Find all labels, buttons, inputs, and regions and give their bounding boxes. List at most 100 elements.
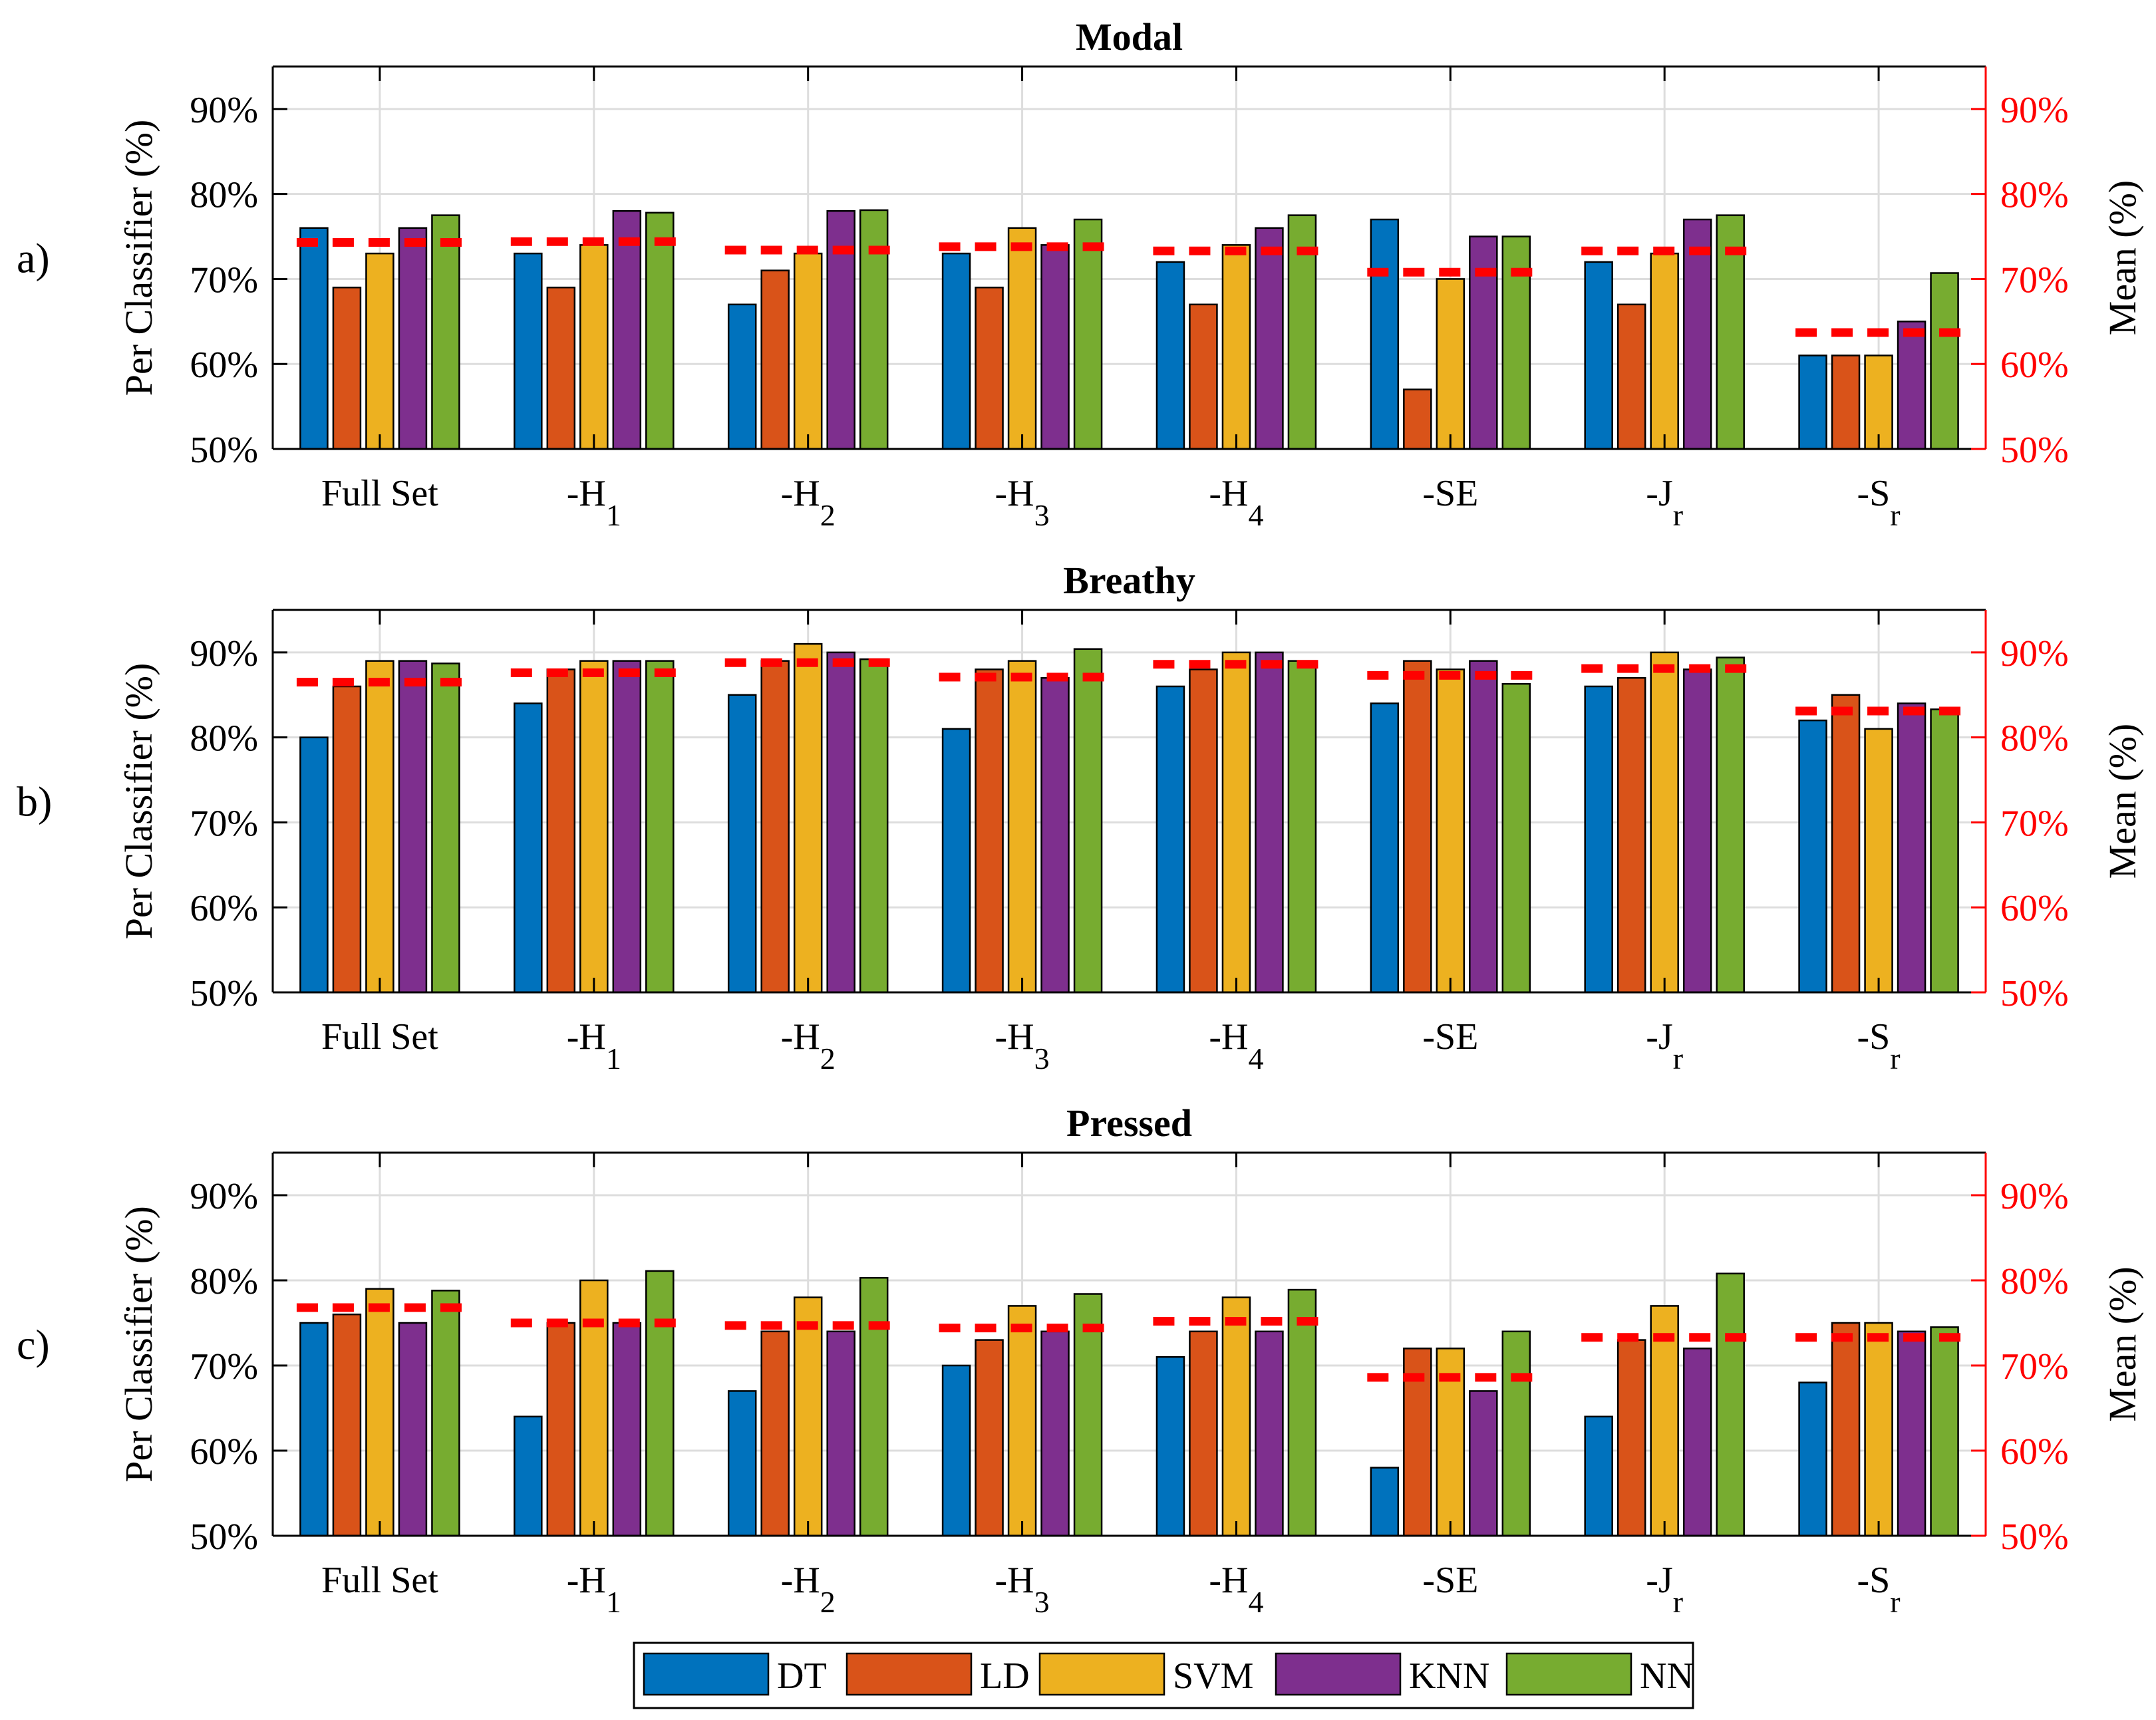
bar-svm-7 — [1650, 651, 1679, 994]
x-tick-label: -H1 — [567, 1560, 621, 1619]
x-tick-label-sub: 1 — [606, 1042, 621, 1075]
y-tick-label-right: 80% — [2000, 1261, 2069, 1302]
bar-nn-3 — [859, 1276, 889, 1537]
y-tick-label-left: 60% — [190, 888, 258, 929]
x-tick-label-base: -H — [995, 1016, 1034, 1058]
bar-ld-2 — [546, 286, 576, 450]
y-tick-label-left: 70% — [190, 803, 258, 844]
bar-knn-5 — [1255, 651, 1284, 994]
bar-ld-1 — [332, 1313, 362, 1537]
bar-knn-4 — [1040, 1330, 1070, 1537]
bar-knn-5 — [1255, 227, 1284, 450]
x-tick-label-base: -H — [567, 1560, 606, 1601]
y-axis-label-right: Mean (%) — [2101, 180, 2144, 336]
bar-svm-7 — [1650, 252, 1679, 450]
legend-swatch-ld — [846, 1652, 973, 1696]
bar-nn-2 — [645, 212, 675, 450]
bar-nn-1 — [431, 214, 460, 450]
x-tick-label-base: -S — [1857, 1560, 1891, 1601]
y-tick-label-right: 60% — [2000, 345, 2069, 386]
x-tick-label-base: -H — [781, 1560, 820, 1601]
legend: DT LD SVM KNN NN — [633, 1642, 1694, 1709]
x-tick-label-base: -H — [1209, 1560, 1248, 1601]
legend-swatch-svm — [1038, 1652, 1165, 1696]
x-tick-label-base: -J — [1646, 1560, 1672, 1601]
legend-swatch-knn — [1275, 1652, 1402, 1696]
x-tick-label-sub: r — [1673, 498, 1683, 532]
x-tick-label-sub: r — [1890, 1042, 1900, 1075]
bar-nn-8 — [1930, 708, 1959, 994]
y-tick-label-left: 50% — [190, 1516, 258, 1558]
bar-svm-8 — [1864, 728, 1893, 994]
x-tick-label-base: -H — [1209, 473, 1248, 514]
bar-nn-8 — [1930, 1326, 1959, 1537]
x-tick-label-sub: 2 — [820, 1585, 836, 1619]
x-tick-label-sub: 4 — [1248, 1585, 1263, 1619]
y-tick-label-left: 60% — [190, 345, 258, 386]
bar-nn-2 — [645, 660, 675, 994]
x-tick-label: -H2 — [781, 1560, 836, 1619]
bar-ld-3 — [760, 1330, 790, 1537]
bar-ld-1 — [332, 685, 362, 994]
bar-knn-2 — [612, 660, 642, 994]
y-tick-label-left: 60% — [190, 1431, 258, 1473]
bar-svm-4 — [1007, 1305, 1037, 1537]
panel-label: b) — [17, 778, 52, 825]
bar-knn-6 — [1469, 1390, 1498, 1537]
bar-nn-1 — [431, 662, 460, 994]
legend-label-knn: KNN — [1409, 1655, 1489, 1697]
y-axis-label-left: Per Classifier (%) — [117, 1206, 160, 1483]
bar-dt-2 — [514, 252, 543, 450]
y-tick-label-left: 90% — [190, 90, 258, 131]
bar-ld-2 — [546, 1322, 576, 1537]
y-tick-label-right: 70% — [2000, 1346, 2069, 1387]
y-tick-label-left: 70% — [190, 259, 258, 301]
bar-svm-4 — [1007, 227, 1037, 450]
bar-ld-8 — [1831, 694, 1861, 994]
x-tick-label-sub: 3 — [1034, 498, 1050, 532]
bar-svm-4 — [1007, 660, 1037, 994]
bar-ld-4 — [975, 286, 1004, 450]
y-tick-label-left: 80% — [190, 175, 258, 216]
bar-dt-6 — [1370, 218, 1400, 450]
bar-nn-7 — [1716, 1272, 1745, 1537]
x-tick-label-sub: 1 — [606, 498, 621, 532]
x-tick-label-base: -H — [567, 1016, 606, 1058]
bar-svm-8 — [1864, 355, 1893, 450]
bar-svm-5 — [1221, 1296, 1251, 1537]
bar-ld-3 — [760, 269, 790, 450]
bar-dt-8 — [1798, 1381, 1827, 1537]
x-tick-label-sub: r — [1890, 1585, 1900, 1619]
bar-nn-6 — [1501, 682, 1531, 994]
bar-knn-8 — [1897, 321, 1926, 450]
bar-dt-8 — [1798, 719, 1827, 994]
x-tick-label-base: -J — [1646, 1016, 1672, 1058]
bar-knn-2 — [612, 210, 642, 450]
x-tick-label: -H1 — [567, 473, 621, 532]
panel-label: a) — [17, 235, 50, 282]
x-tick-label: Full Set — [321, 473, 438, 514]
bar-knn-8 — [1897, 702, 1926, 994]
x-tick-label-sub: 1 — [606, 1585, 621, 1619]
bar-dt-4 — [941, 1364, 971, 1537]
bar-svm-2 — [579, 244, 609, 450]
y-tick-label-right: 50% — [2000, 973, 2069, 1014]
bar-knn-3 — [826, 651, 855, 994]
legend-label-svm: SVM — [1173, 1655, 1253, 1697]
x-tick-label: -SE — [1422, 1560, 1478, 1601]
bar-ld-7 — [1617, 303, 1646, 450]
x-tick-label: -H2 — [781, 473, 836, 532]
y-axis-label-right: Mean (%) — [2101, 1266, 2144, 1422]
x-tick-label: -SE — [1422, 1016, 1478, 1058]
bar-dt-7 — [1584, 1415, 1613, 1537]
y-tick-label-right: 80% — [2000, 175, 2069, 216]
y-tick-label-right: 70% — [2000, 259, 2069, 301]
bar-svm-2 — [579, 660, 609, 994]
x-tick-label-base: -J — [1646, 473, 1672, 514]
bar-dt-7 — [1584, 261, 1613, 450]
bar-dt-1 — [299, 227, 329, 450]
bar-svm-1 — [365, 660, 394, 994]
y-tick-label-right: 90% — [2000, 90, 2069, 131]
y-tick-label-right: 50% — [2000, 1516, 2069, 1558]
